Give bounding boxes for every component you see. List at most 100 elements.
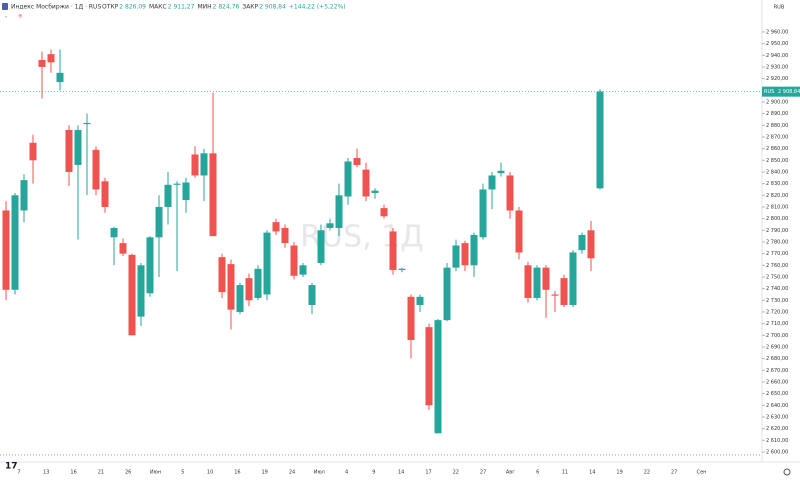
y-tick-label: 2 840,00 [766, 169, 788, 175]
candle-body [524, 265, 532, 298]
symbol-icon [2, 3, 8, 10]
y-tick-label: 2 630,00 [766, 414, 788, 420]
x-tick-label: 24 [289, 470, 295, 476]
currency: RUB [774, 5, 785, 11]
candle-body [191, 154, 199, 176]
candle-body [389, 231, 397, 270]
legend-value: 2 824,76 [213, 4, 240, 11]
x-tick-label: 6 [536, 470, 539, 476]
x-tick-label: 11 [562, 470, 568, 476]
candle-body [335, 195, 343, 228]
x-tick-label: 22 [644, 470, 650, 476]
x-tick-label: Июл [314, 470, 325, 476]
y-tick-label: 2 880,00 [766, 123, 788, 129]
x-tick-label: 7 [17, 470, 20, 476]
y-tick-label: 2 950,00 [766, 41, 788, 47]
candle-body [47, 54, 55, 63]
candle-body [488, 175, 496, 190]
y-tick-label: 2 760,00 [766, 263, 788, 269]
y-tick-label: 2 870,00 [766, 134, 788, 140]
candle-body [587, 230, 595, 259]
legend-label: ЗАКР [242, 4, 258, 11]
candle-body [11, 195, 19, 290]
x-tick-label: 16 [234, 470, 240, 476]
x-tick-label: Июн [150, 470, 161, 476]
candle-body [227, 264, 235, 310]
x-tick-label: 21 [98, 470, 104, 476]
candle-body [533, 267, 541, 298]
settings-icon[interactable] [783, 468, 791, 476]
y-tick-label: 2 940,00 [766, 53, 788, 59]
candle-body [569, 252, 577, 305]
y-tick-label: 2 650,00 [766, 391, 788, 397]
x-tick-label: 4 [345, 470, 348, 476]
candle-body [290, 245, 298, 276]
y-tick-label: 2 600,00 [766, 449, 788, 455]
y-tick-label: 2 750,00 [766, 274, 788, 280]
x-tick-label: 19 [262, 470, 268, 476]
candle-body [173, 183, 181, 185]
candle-body [380, 208, 388, 217]
candle-body [299, 265, 307, 275]
y-tick-label: 2 620,00 [766, 426, 788, 432]
candle-body [398, 268, 406, 270]
candle-body [20, 180, 28, 211]
last-price-box [762, 86, 800, 97]
candle-body [560, 278, 568, 305]
candle-body [101, 181, 109, 207]
legend-label: МАКС [149, 4, 167, 11]
legend-value: 2 908,84 [259, 4, 286, 11]
candle-body [272, 222, 280, 232]
x-tick-label: 13 [43, 470, 49, 476]
candle-body [65, 129, 73, 172]
candle-body [461, 243, 469, 266]
y-tick-label: 2 890,00 [766, 111, 788, 117]
candle-body [137, 265, 145, 317]
candle-body [371, 190, 379, 193]
candle-body [155, 206, 163, 238]
x-tick-label: 16 [70, 470, 76, 476]
x-tick-label: 26 [125, 470, 131, 476]
candle-body [236, 285, 244, 312]
collapse-icon: ⌄ [4, 14, 8, 20]
candle-body [128, 254, 136, 336]
candle-body [542, 267, 550, 290]
candle-body [218, 257, 226, 293]
candle-body [281, 227, 289, 244]
legend-value: 2 911,27 [168, 4, 195, 11]
y-tick-label: 2 820,00 [766, 193, 788, 199]
y-tick-label: 2 960,00 [766, 29, 788, 35]
candle-body [317, 230, 325, 263]
candle-body [497, 170, 505, 174]
candle-body [263, 232, 271, 295]
candle-body [443, 267, 451, 321]
candle-body [452, 245, 460, 268]
candle-body [110, 227, 118, 238]
y-tick-label: 2 640,00 [766, 403, 788, 409]
x-tick-label: 17 [425, 470, 431, 476]
candle-body [308, 285, 316, 305]
last-price-label: 2 908,84 [778, 89, 800, 95]
x-tick-label: 19 [616, 470, 622, 476]
y-tick-label: 2 610,00 [766, 438, 788, 444]
candle-body [362, 169, 370, 197]
y-tick-label: 2 680,00 [766, 356, 788, 362]
candle-body [254, 268, 262, 298]
x-tick-label: Сен [697, 470, 707, 476]
x-tick-label: 27 [671, 470, 677, 476]
ohlc-legend: ОТКР 2 826,09 МАКС 2 911,27 МИН 2 824,76 ЗАКР 2… [102, 4, 346, 11]
y-tick-label: 2 920,00 [766, 76, 788, 82]
y-tick-label: 2 770,00 [766, 251, 788, 257]
y-tick-label: 2 740,00 [766, 286, 788, 292]
y-tick-label: 2 670,00 [766, 368, 788, 374]
candle-body [596, 91, 604, 189]
candle-body [551, 294, 559, 296]
y-tick-label: 2 850,00 [766, 158, 788, 164]
candle-body [119, 243, 127, 254]
y-tick-label: 2 690,00 [766, 344, 788, 350]
candle-body [38, 59, 46, 67]
candle-body [479, 189, 487, 238]
chart-title: Индекс Мосбиржи · 1Д · RUS [11, 4, 101, 11]
